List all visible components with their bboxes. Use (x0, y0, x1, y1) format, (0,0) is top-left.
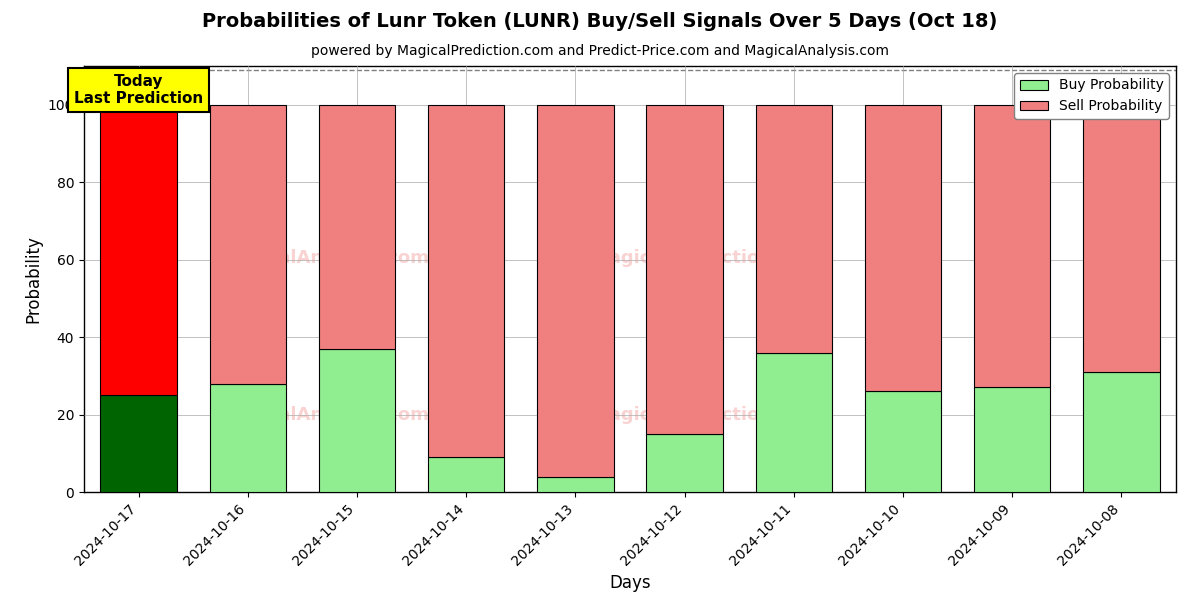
Bar (538, 105, 613, 476)
Text: MagicalPrediction.com: MagicalPrediction.com (592, 406, 821, 424)
Bar (865, 105, 941, 391)
X-axis label: Days: Days (610, 574, 650, 592)
Bar (974, 388, 1050, 492)
Bar (210, 383, 286, 492)
Bar (756, 105, 832, 353)
Bar (428, 457, 504, 492)
Bar (538, 476, 613, 492)
Text: Probabilities of Lunr Token (LUNR) Buy/Sell Signals Over 5 Days (Oct 18): Probabilities of Lunr Token (LUNR) Buy/S… (203, 12, 997, 31)
Legend: Buy Probability, Sell Probability: Buy Probability, Sell Probability (1014, 73, 1169, 119)
Bar (647, 434, 722, 492)
Bar (756, 353, 832, 492)
Y-axis label: Probability: Probability (24, 235, 42, 323)
Text: MagicalAnalysis.com: MagicalAnalysis.com (220, 406, 430, 424)
Bar (319, 105, 395, 349)
Bar (865, 391, 941, 492)
Bar (428, 105, 504, 457)
Text: MagicalAnalysis.com: MagicalAnalysis.com (220, 248, 430, 266)
Bar (101, 105, 176, 395)
Bar (647, 105, 722, 434)
Bar (1084, 372, 1159, 492)
Bar (101, 395, 176, 492)
Text: powered by MagicalPrediction.com and Predict-Price.com and MagicalAnalysis.com: powered by MagicalPrediction.com and Pre… (311, 44, 889, 58)
Bar (1084, 105, 1159, 372)
Text: Today
Last Prediction: Today Last Prediction (74, 74, 203, 106)
Bar (974, 105, 1050, 388)
Bar (210, 105, 286, 383)
Text: MagicalPrediction.com: MagicalPrediction.com (592, 248, 821, 266)
Bar (319, 349, 395, 492)
